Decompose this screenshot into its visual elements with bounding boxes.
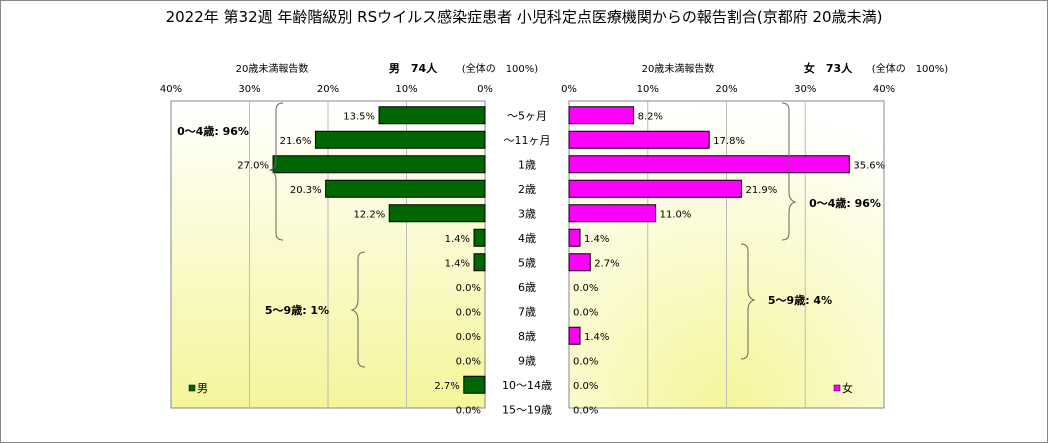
category-label: 7歳: [518, 305, 536, 318]
female-tick-label: 30%: [794, 84, 816, 95]
female-value-label: 11.0%: [660, 209, 692, 220]
axis-ticks: 40% 30% 20% 10% 0% 0% 10% 20% 30% 40%: [160, 84, 895, 95]
female-header-total: (全体の 100%): [872, 62, 948, 75]
male-legend-label: 男: [197, 382, 208, 395]
male-value-label: 0.0%: [456, 356, 481, 367]
male-tick-label: 30%: [238, 84, 260, 95]
male-group-0-4-label: 0～4歳: 96%: [177, 124, 249, 138]
male-value-label: 1.4%: [445, 234, 470, 245]
female-legend-label: 女: [842, 381, 853, 395]
female-bar: [568, 253, 591, 272]
male-bar: [272, 155, 486, 174]
female-value-label: 1.4%: [584, 234, 609, 245]
male-value-label: 0.0%: [456, 332, 481, 343]
female-value-label: 0.0%: [573, 356, 598, 367]
male-value-label: 0.0%: [456, 405, 481, 416]
chart-title: 2022年 第32週 年齢階級別 RSウイルス感染症患者 小児科定点医療機関から…: [166, 8, 883, 26]
category-label: 3歳: [518, 207, 536, 220]
category-labels: ～5ヶ月 ～11ヶ月 1歳 2歳 3歳 4歳 5歳 6歳 7歳 8歳 9歳 10～14歳 15～19歳: [502, 109, 552, 416]
male-header-total: (全体の 100%): [462, 62, 538, 75]
category-label: 10～14歳: [502, 379, 552, 392]
male-bar: [378, 106, 486, 125]
category-label: 4歳: [518, 232, 536, 245]
male-group-0-4-brace: [268, 102, 284, 241]
data-labels: 13.5% 21.6% 27.0% 20.3% 12.2% 1.4% 1.4% 0.0% 0.0…: [237, 111, 885, 416]
female-bar: [568, 228, 581, 247]
male-value-label: 0.0%: [456, 283, 481, 294]
female-value-label: 2.7%: [594, 258, 619, 269]
grid-lines: [249, 101, 806, 408]
female-value-label: 35.6%: [853, 160, 885, 171]
female-value-label: 0.0%: [573, 283, 598, 294]
category-label: 8歳: [518, 330, 536, 343]
male-bar: [388, 204, 486, 223]
female-bar: [568, 326, 581, 345]
female-tick-label: 40%: [873, 84, 895, 95]
male-tick-label: 0%: [477, 84, 493, 95]
female-value-label: 8.2%: [638, 111, 663, 122]
category-label: 15～19歳: [502, 403, 552, 416]
female-value-label: 1.4%: [584, 332, 609, 343]
male-header-label: 20歳未満報告数: [236, 62, 309, 75]
category-label: ～5ヶ月: [507, 109, 547, 122]
female-bar: [568, 179, 742, 198]
male-bar: [463, 375, 486, 394]
male-value-label: 13.5%: [343, 111, 375, 122]
category-label: ～11ヶ月: [504, 134, 551, 147]
male-tick-label: 20%: [317, 84, 339, 95]
male-bar: [314, 130, 486, 149]
female-bar: [568, 130, 710, 149]
female-value-label: 0.0%: [573, 307, 598, 318]
female-value-label: 0.0%: [573, 405, 598, 416]
female-header-count: 女 73人: [804, 61, 853, 75]
female-bar: [568, 204, 657, 223]
female-value-label: 21.9%: [745, 185, 777, 196]
category-label: 1歳: [518, 158, 536, 171]
female-bar: [568, 155, 850, 174]
male-header-count: 男 74人: [389, 61, 438, 75]
male-bar: [325, 179, 486, 198]
female-group-0-4-brace: [781, 102, 797, 241]
female-value-label: 0.0%: [573, 381, 598, 392]
female-value-label: 17.8%: [713, 136, 745, 147]
female-group-5-9-label: 5～9歳: 4%: [768, 293, 832, 307]
male-value-label: 0.0%: [456, 307, 481, 318]
male-group-5-9-label: 5～9歳: 1%: [265, 303, 329, 317]
male-value-label: 21.6%: [280, 136, 312, 147]
category-label: 2歳: [518, 183, 536, 196]
female-tick-label: 20%: [715, 84, 737, 95]
male-legend-swatch: [188, 384, 196, 392]
female-header-label: 20歳未満報告数: [642, 62, 715, 75]
bars: [272, 106, 850, 394]
female-tick-label: 0%: [561, 84, 577, 95]
category-label: 5歳: [518, 256, 536, 269]
male-value-label: 20.3%: [290, 185, 322, 196]
female-group-0-4-label: 0～4歳: 96%: [809, 196, 881, 210]
male-tick-label: 40%: [160, 84, 182, 95]
female-bar: [568, 106, 635, 125]
category-label: 6歳: [518, 281, 536, 294]
male-tick-label: 10%: [395, 84, 417, 95]
female-legend-swatch: [833, 384, 841, 392]
female-tick-label: 10%: [637, 84, 659, 95]
male-value-label: 27.0%: [237, 160, 269, 171]
male-bar: [473, 228, 486, 247]
male-bar: [473, 253, 486, 272]
male-value-label: 2.7%: [434, 381, 459, 392]
male-group-5-9-brace: [350, 251, 366, 368]
male-value-label: 12.2%: [353, 209, 385, 220]
female-group-5-9-brace: [740, 243, 756, 360]
male-value-label: 1.4%: [445, 258, 470, 269]
category-label: 9歳: [518, 354, 536, 367]
